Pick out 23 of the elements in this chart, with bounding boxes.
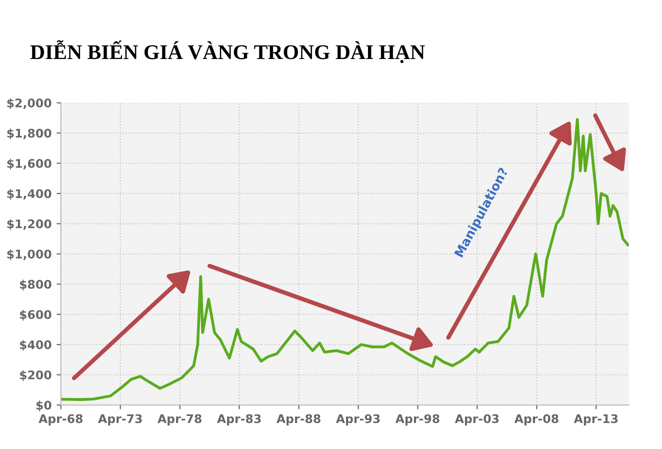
y-tick-label: $1,800	[7, 128, 52, 140]
x-tick-label: Apr-13	[574, 414, 618, 426]
x-tick-label: Apr-78	[158, 414, 202, 426]
y-tick-label: $0	[36, 400, 52, 412]
x-tick-label: Apr-73	[98, 414, 142, 426]
x-tick-label: Apr-88	[276, 414, 320, 426]
y-tick-label: $1,400	[7, 188, 52, 200]
x-tick-label: Apr-83	[216, 414, 261, 426]
y-tick-label: $400	[20, 340, 52, 351]
y-tick-label: $1,000	[7, 249, 52, 260]
y-tick-label: $200	[20, 370, 52, 381]
y-tick-label: $1,200	[7, 219, 52, 230]
x-tick-label: Apr-03	[454, 414, 499, 426]
chart-title: DIỄN BIẾN GIÁ VÀNG TRONG DÀI HẠN	[30, 40, 425, 64]
y-tick-label: $800	[20, 280, 52, 290]
y-tick-label: $1,600	[7, 158, 52, 170]
x-tick-label: Apr-93	[336, 414, 380, 426]
x-tick-label: Apr-68	[38, 414, 83, 426]
x-tick-label: Apr-08	[514, 414, 558, 426]
y-tick-label: $600	[20, 310, 52, 321]
line-series	[60, 118, 629, 401]
y-tick-label: $2,000	[7, 98, 52, 110]
x-tick-label: Apr-98	[395, 414, 440, 426]
